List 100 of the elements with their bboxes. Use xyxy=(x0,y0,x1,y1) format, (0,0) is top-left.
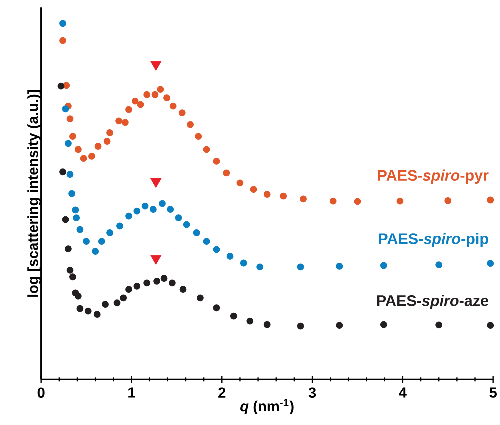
point xyxy=(70,274,76,281)
point xyxy=(487,196,494,204)
point xyxy=(250,186,258,194)
point xyxy=(132,98,139,105)
point xyxy=(74,292,82,300)
point xyxy=(230,312,238,320)
point xyxy=(98,238,106,245)
point xyxy=(264,191,271,198)
point xyxy=(60,37,66,44)
point xyxy=(336,263,344,270)
point xyxy=(94,143,102,150)
point xyxy=(180,286,187,294)
x-tick-label: 5 xyxy=(490,388,497,398)
point xyxy=(354,198,362,206)
point xyxy=(203,238,210,245)
point xyxy=(154,278,160,285)
point xyxy=(68,190,76,198)
point xyxy=(66,266,74,274)
point xyxy=(444,198,452,204)
point xyxy=(106,230,114,236)
point xyxy=(122,119,129,126)
point xyxy=(120,294,128,302)
x-axis-title: q (nm$^{-1}$) xyxy=(240,399,294,415)
point xyxy=(380,321,388,328)
point xyxy=(150,255,162,265)
point xyxy=(187,121,194,128)
point xyxy=(213,246,220,254)
point xyxy=(137,101,144,108)
series-label: PAES-spiro-pip xyxy=(379,233,488,248)
point xyxy=(175,214,182,222)
point xyxy=(72,206,80,214)
point xyxy=(106,130,114,136)
point xyxy=(297,322,304,330)
point xyxy=(150,178,162,188)
point xyxy=(213,158,220,165)
point xyxy=(280,192,288,200)
point xyxy=(76,305,84,312)
point xyxy=(65,246,72,252)
x-tick-label: 3 xyxy=(308,388,316,398)
point xyxy=(436,262,443,268)
point xyxy=(126,212,132,220)
point xyxy=(66,171,74,178)
point xyxy=(183,221,190,228)
point xyxy=(380,262,388,270)
point xyxy=(223,170,230,177)
series-label: PAES-spiro-pyr xyxy=(378,170,489,184)
point xyxy=(167,206,174,213)
point xyxy=(487,260,494,268)
point xyxy=(58,82,65,90)
point xyxy=(102,301,109,308)
point xyxy=(150,206,157,213)
point xyxy=(73,214,80,222)
point xyxy=(92,248,100,255)
point xyxy=(60,168,66,176)
y-axis-title: log [scattering intensity (a.u.)] xyxy=(28,90,42,297)
point xyxy=(134,282,141,290)
point xyxy=(126,286,132,294)
point xyxy=(487,322,494,330)
point xyxy=(88,153,96,160)
series-label: PAES-spiro-aze xyxy=(377,295,489,310)
point xyxy=(62,216,70,224)
point xyxy=(159,200,166,208)
point xyxy=(134,208,141,215)
point xyxy=(70,133,76,140)
x-tick-label: 2 xyxy=(218,388,226,398)
point xyxy=(226,253,234,260)
point xyxy=(170,102,177,110)
point xyxy=(84,308,92,315)
point xyxy=(144,91,151,98)
point xyxy=(94,311,101,318)
x-tick-label: 1 xyxy=(128,388,136,398)
point xyxy=(116,118,123,125)
point xyxy=(104,138,111,145)
point xyxy=(63,82,70,90)
point xyxy=(114,300,121,307)
point xyxy=(80,155,88,162)
point xyxy=(83,238,90,245)
point xyxy=(76,226,84,234)
point xyxy=(164,94,170,102)
point xyxy=(160,275,168,282)
point xyxy=(195,133,202,140)
point xyxy=(65,140,72,148)
x-tick-label: 0 xyxy=(38,388,45,398)
point xyxy=(256,264,264,271)
point xyxy=(240,260,248,267)
point xyxy=(436,322,443,329)
point xyxy=(297,264,304,271)
point xyxy=(142,202,149,210)
point xyxy=(152,91,159,98)
point xyxy=(157,86,164,93)
point xyxy=(144,280,151,287)
point xyxy=(168,280,176,287)
point xyxy=(213,304,220,312)
x-tick-label: 4 xyxy=(399,388,407,398)
point xyxy=(330,198,337,205)
point xyxy=(74,146,82,154)
point xyxy=(62,106,70,113)
point xyxy=(116,222,124,230)
point xyxy=(336,322,344,330)
point xyxy=(236,180,244,187)
